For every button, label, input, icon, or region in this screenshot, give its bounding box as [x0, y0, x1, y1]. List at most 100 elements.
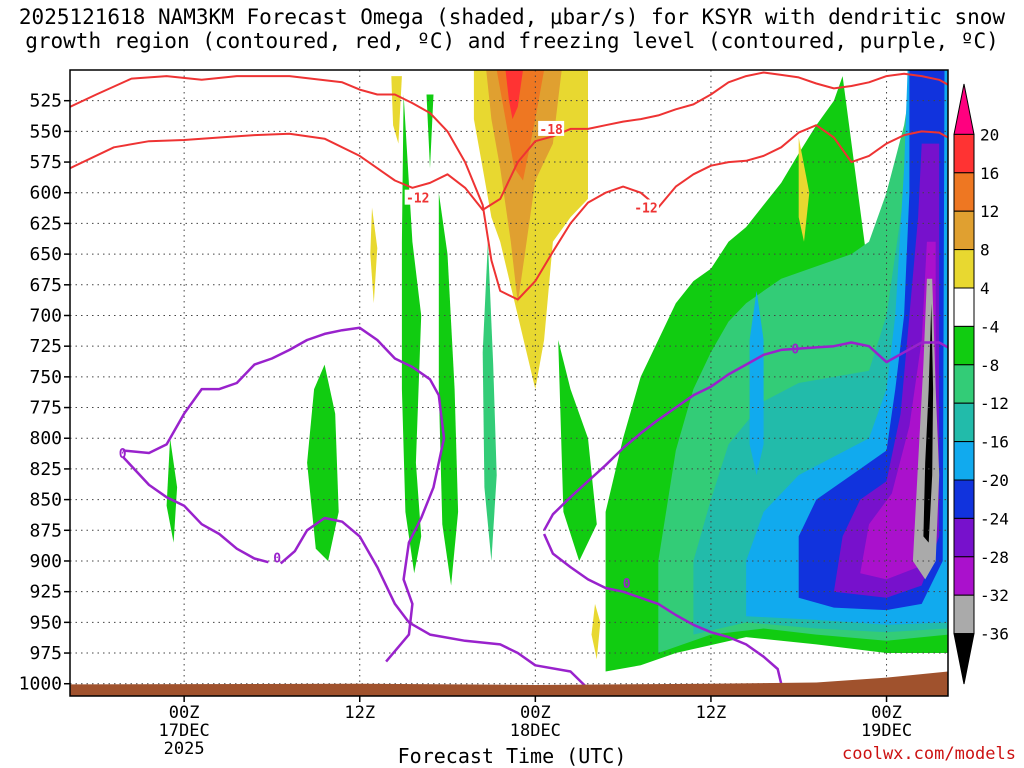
y-tick-label: 575 [29, 152, 62, 173]
y-tick-label: 550 [29, 121, 62, 142]
x-tick-label: 00Z [520, 703, 551, 723]
colorbar-tick-label: -36 [980, 625, 1009, 644]
omega-shade-streak-4 [166, 438, 178, 543]
freezing-label-2: 0 [623, 577, 631, 592]
colorbar-swatch [953, 517, 975, 558]
x-axis-label: Forecast Time (UTC) [397, 744, 627, 768]
colorbar-swatch [953, 249, 975, 289]
x-tick-label: 00Z [169, 703, 200, 723]
colorbar-tick-label: 8 [980, 241, 990, 260]
terrain-fill [70, 671, 948, 696]
omega-shade-pos-0 [391, 76, 402, 144]
omega-shade-m36 [923, 303, 934, 543]
dgz-contour-0 [70, 71, 948, 211]
y-tick-label: 525 [29, 91, 62, 112]
dgz-label-18: -18 [539, 123, 563, 138]
freezing-contour-3 [543, 341, 948, 531]
x-tick-label: 12Z [696, 703, 727, 723]
y-tick-label: 975 [29, 643, 62, 664]
colorbar-swatch [953, 479, 975, 519]
x-tick-label: 19DEC [861, 721, 912, 741]
colorbar-tick-label: 20 [980, 125, 999, 144]
y-axis: 525 550 575 600 625 650 675 700 725 750 775 800 825 8… [19, 91, 70, 695]
x-tick-label: 00Z [871, 703, 902, 723]
y-tick-label: 650 [29, 244, 62, 265]
colorbar-tick-label: 16 [980, 164, 999, 183]
colorbar-arrow-top [953, 83, 975, 135]
dgz-label-12a: -12 [406, 192, 429, 207]
omega-shade-streak [749, 290, 764, 476]
colorbar-swatch [953, 133, 975, 174]
colorbar-swatch [953, 172, 975, 212]
omega-shade-pos-2 [798, 137, 810, 242]
omega-shade-streak-0 [401, 94, 422, 574]
omega-shade-teal [482, 241, 497, 562]
x-tick-label: 18DEC [510, 721, 561, 741]
y-tick-label: 800 [29, 428, 62, 449]
x-tick-label: 2025 [164, 739, 205, 759]
colorbar-swatch [953, 441, 975, 481]
colorbar-arrow-bottom [953, 633, 975, 685]
colorbar-tick-label: 12 [980, 202, 999, 221]
omega-shade-streak-1 [307, 364, 339, 561]
chart-title-line2: growth region (contoured, red, ºC) and f… [25, 29, 999, 53]
colorbar-tick-label: -4 [980, 317, 999, 336]
colorbar-tick-label: -24 [980, 509, 1009, 528]
y-tick-label: 700 [29, 305, 62, 326]
colorbar-tick-label: -8 [980, 356, 999, 375]
colorbar: 20 16 12 8 4 -4 -8 -12 -16 -20 -24 -28 -32 -36 [953, 83, 1009, 685]
y-tick-label: 725 [29, 336, 62, 357]
freezing-level-contours: 0 0 0 0 [119, 326, 948, 690]
y-tick-label: 675 [29, 275, 62, 296]
freezing-label-1: 0 [273, 551, 281, 566]
freezing-contour-0 [122, 326, 446, 663]
y-tick-label: 600 [29, 183, 62, 204]
freezing-contour-4 [542, 533, 783, 684]
y-tick-label: 950 [29, 612, 62, 633]
dgz-contours: -18 -12 -12 [70, 71, 948, 301]
omega-shade-streak-3 [558, 340, 597, 561]
omega-shade-p12 [496, 70, 545, 181]
credit-text: coolwx.com/models [842, 744, 1016, 764]
x-tick-label: 12Z [344, 703, 375, 723]
plot-frame [69, 69, 949, 697]
y-tick-label: 875 [29, 520, 62, 541]
freezing-label-0: 0 [119, 447, 127, 462]
omega-shade-pos-3 [591, 603, 601, 660]
dgz-contour-1 [70, 75, 948, 301]
grid-lines [70, 70, 948, 696]
omega-shading [166, 70, 948, 684]
freezing-label-3: 0 [791, 343, 799, 358]
y-tick-label: 900 [29, 551, 62, 572]
y-tick-label: 1000 [19, 674, 62, 695]
omega-shade-m32 [912, 278, 940, 580]
colorbar-tick-label: -16 [980, 433, 1009, 452]
colorbar-tick-label: -28 [980, 548, 1009, 567]
dgz-label-12b-bg [632, 199, 659, 215]
y-tick-label: 625 [29, 213, 62, 234]
y-tick-label: 750 [29, 367, 62, 388]
chart-title-line1: 2025121618 NAM3KM Forecast Omega (shaded… [18, 5, 1006, 29]
omega-shade-pos-1 [370, 207, 378, 304]
dgz-label-12b: -12 [634, 201, 657, 216]
y-tick-label: 925 [29, 582, 62, 603]
x-tick-label: 17DEC [159, 721, 210, 741]
colorbar-tick-label: -32 [980, 586, 1009, 605]
colorbar-swatch [953, 594, 975, 635]
colorbar-swatch [953, 210, 975, 251]
colorbar-tick-label: -20 [980, 471, 1009, 490]
colorbar-swatch [953, 556, 975, 596]
freezing-contour-2 [279, 516, 589, 690]
colorbar-swatch [953, 364, 975, 404]
colorbar-swatch [953, 287, 975, 327]
omega-shade-streak-2 [438, 192, 459, 586]
dgz-label-12a-bg [404, 189, 431, 205]
y-tick-label: 825 [29, 459, 62, 480]
y-tick-label: 850 [29, 490, 62, 511]
colorbar-swatch [953, 325, 975, 366]
colorbar-tick-label: -12 [980, 394, 1009, 413]
y-tick-label: 775 [29, 398, 62, 419]
freezing-contour-1 [121, 455, 269, 564]
